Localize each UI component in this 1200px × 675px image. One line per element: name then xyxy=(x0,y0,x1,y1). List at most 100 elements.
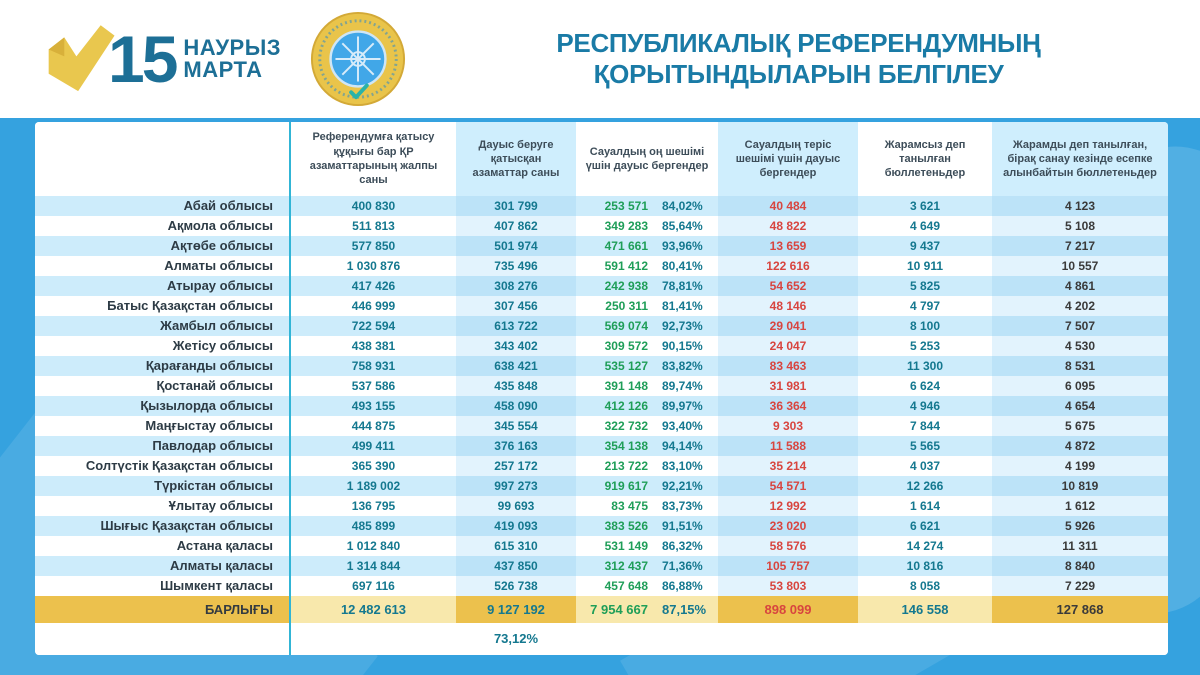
region-name: Солтүстік Қазақстан облысы xyxy=(35,456,290,476)
table-row: Қызылорда облысы 493 155 458 090 412 126 89,… xyxy=(35,396,1168,416)
invalid-ballots-count: 12 266 xyxy=(858,476,992,496)
no-count: 35 214 xyxy=(718,456,858,476)
valid-uncounted-ballots-count: 10 819 xyxy=(992,476,1168,496)
yes-percentage: 90,15% xyxy=(662,339,703,353)
region-name: Павлодар облысы xyxy=(35,436,290,456)
valid-uncounted-ballots-count: 10 557 xyxy=(992,256,1168,276)
total-valid-uncounted: 127 868 xyxy=(992,596,1168,623)
yes-cell: 309 572 90,15% xyxy=(576,336,718,356)
valid-uncounted-ballots-count: 5 108 xyxy=(992,216,1168,236)
region-name: Ақмола облысы xyxy=(35,216,290,236)
eligible-count: 722 594 xyxy=(289,316,456,336)
eligible-count: 1 012 840 xyxy=(289,536,456,556)
yes-cell: 412 126 89,97% xyxy=(576,396,718,416)
yes-count: 322 732 xyxy=(604,419,648,433)
yes-percentage: 86,88% xyxy=(662,579,703,593)
yes-percentage: 83,73% xyxy=(662,499,703,513)
valid-uncounted-ballots-count: 7 229 xyxy=(992,576,1168,596)
invalid-ballots-count: 4 037 xyxy=(858,456,992,476)
eligible-count: 438 381 xyxy=(289,336,456,356)
yes-percentage: 92,73% xyxy=(662,319,703,333)
total-eligible: 12 482 613 xyxy=(289,596,456,623)
total-no: 898 099 xyxy=(718,596,858,623)
yes-count: 242 938 xyxy=(604,279,648,293)
voted-count: 301 799 xyxy=(456,196,576,216)
logo-month-ru: МАРТА xyxy=(183,57,263,82)
voted-count: 308 276 xyxy=(456,276,576,296)
table-row: Атырау облысы 417 426 308 276 242 938 78,81%… xyxy=(35,276,1168,296)
no-count: 54 571 xyxy=(718,476,858,496)
turnout-row: 73,12% xyxy=(35,623,1168,655)
no-count: 13 659 xyxy=(718,236,858,256)
region-name: Астана қаласы xyxy=(35,536,290,556)
invalid-ballots-count: 7 844 xyxy=(858,416,992,436)
column-header-valid-uncounted: Жарамды деп танылған, бірақ санау кезінд… xyxy=(992,122,1168,196)
yes-cell: 354 138 94,14% xyxy=(576,436,718,456)
table-row: Павлодар облысы 499 411 376 163 354 138 94,1… xyxy=(35,436,1168,456)
yes-percentage: 80,41% xyxy=(662,259,703,273)
voted-count: 458 090 xyxy=(456,396,576,416)
eligible-count: 577 850 xyxy=(289,236,456,256)
table-row: Абай облысы 400 830 301 799 253 571 84,02% 40… xyxy=(35,196,1168,216)
no-count: 11 588 xyxy=(718,436,858,456)
yes-percentage: 89,74% xyxy=(662,379,703,393)
table-row: Ақмола облысы 511 813 407 862 349 283 85,64%… xyxy=(35,216,1168,236)
no-count: 48 146 xyxy=(718,296,858,316)
table-row: Ұлытау облысы 136 795 99 693 83 475 83,73% 12… xyxy=(35,496,1168,516)
yes-percentage: 89,97% xyxy=(662,399,703,413)
yes-percentage: 84,02% xyxy=(662,199,703,213)
eligible-count: 446 999 xyxy=(289,296,456,316)
yes-percentage: 86,32% xyxy=(662,539,703,553)
eligible-count: 1 030 876 xyxy=(289,256,456,276)
invalid-ballots-count: 4 797 xyxy=(858,296,992,316)
yes-count: 309 572 xyxy=(604,339,648,353)
invalid-ballots-count: 10 816 xyxy=(858,556,992,576)
voted-count: 997 273 xyxy=(456,476,576,496)
checkmark-icon xyxy=(48,25,115,92)
yes-count: 591 412 xyxy=(604,259,648,273)
region-name: Қызылорда облысы xyxy=(35,396,290,416)
column-header-invalid: Жарамсыз деп танылған бюллетеньдер xyxy=(858,122,992,196)
logo-day: 15 xyxy=(108,22,178,96)
valid-uncounted-ballots-count: 4 872 xyxy=(992,436,1168,456)
voted-count: 407 862 xyxy=(456,216,576,236)
table-row: Алматы қаласы 1 314 844 437 850 312 437 71,3… xyxy=(35,556,1168,576)
table-row: Жетісу облысы 438 381 343 402 309 572 90,15%… xyxy=(35,336,1168,356)
yes-cell: 250 311 81,41% xyxy=(576,296,718,316)
region-name: Қарағанды облысы xyxy=(35,356,290,376)
no-count: 29 041 xyxy=(718,316,858,336)
region-name: Түркістан облысы xyxy=(35,476,290,496)
yes-cell: 383 526 91,51% xyxy=(576,516,718,536)
yes-cell: 349 283 85,64% xyxy=(576,216,718,236)
column-header-no: Сауалдың теріс шешімі үшін дауыс бергенд… xyxy=(718,122,858,196)
yes-count: 535 127 xyxy=(604,359,648,373)
invalid-ballots-count: 6 624 xyxy=(858,376,992,396)
yes-count: 213 722 xyxy=(604,459,648,473)
eligible-count: 444 875 xyxy=(289,416,456,436)
commission-seal-icon xyxy=(311,11,406,107)
logo-month-kk: НАУРЫЗ xyxy=(183,35,282,61)
eligible-count: 1 189 002 xyxy=(289,476,456,496)
page-title: РЕСПУБЛИКАЛЫҚ РЕФЕРЕНДУМНЫҢ ҚОРЫТЫНДЫЛАР… xyxy=(556,28,1041,89)
yes-count: 349 283 xyxy=(604,219,648,233)
region-name: Жамбыл облысы xyxy=(35,316,290,336)
yes-count: 919 617 xyxy=(604,479,648,493)
valid-uncounted-ballots-count: 4 861 xyxy=(992,276,1168,296)
yes-cell: 253 571 84,02% xyxy=(576,196,718,216)
invalid-ballots-count: 3 621 xyxy=(858,196,992,216)
no-count: 48 822 xyxy=(718,216,858,236)
voted-count: 501 974 xyxy=(456,236,576,256)
eligible-count: 365 390 xyxy=(289,456,456,476)
eligible-count: 537 586 xyxy=(289,376,456,396)
yes-percentage: 78,81% xyxy=(662,279,703,293)
turnout-percentage: 73,12% xyxy=(456,623,576,655)
no-count: 58 576 xyxy=(718,536,858,556)
voted-count: 526 738 xyxy=(456,576,576,596)
region-name: Шығыс Қазақстан облысы xyxy=(35,516,290,536)
region-name: Алматы облысы xyxy=(35,256,290,276)
voted-count: 638 421 xyxy=(456,356,576,376)
no-count: 36 364 xyxy=(718,396,858,416)
eligible-count: 697 116 xyxy=(289,576,456,596)
valid-uncounted-ballots-count: 6 095 xyxy=(992,376,1168,396)
